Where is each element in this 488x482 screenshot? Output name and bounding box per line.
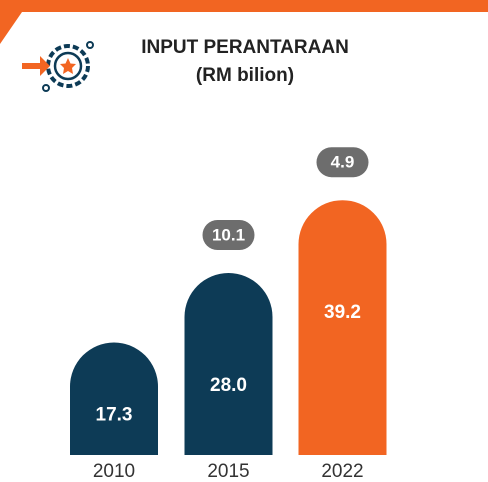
annotation: 4.9	[331, 153, 355, 172]
bar	[298, 200, 387, 455]
top-band	[0, 0, 488, 12]
icon	[22, 41, 94, 92]
bar	[184, 273, 273, 455]
annotation: 10.1	[212, 225, 245, 244]
value-label: 17.3	[96, 405, 133, 426]
x-tick-label: 2010	[93, 461, 135, 482]
corner-triangle	[0, 12, 22, 44]
value-label: 28.0	[210, 375, 247, 396]
bar	[70, 342, 158, 455]
x-tick-label: 2015	[207, 461, 249, 482]
chart-subtitle: (RM bilion)	[196, 65, 294, 86]
value-label: 39.2	[324, 302, 361, 323]
chart-title: INPUT PERANTARAAN	[141, 37, 349, 58]
annotation-badge	[202, 220, 255, 250]
annotation-badge	[316, 147, 369, 178]
x-tick-label: 2022	[321, 461, 363, 482]
